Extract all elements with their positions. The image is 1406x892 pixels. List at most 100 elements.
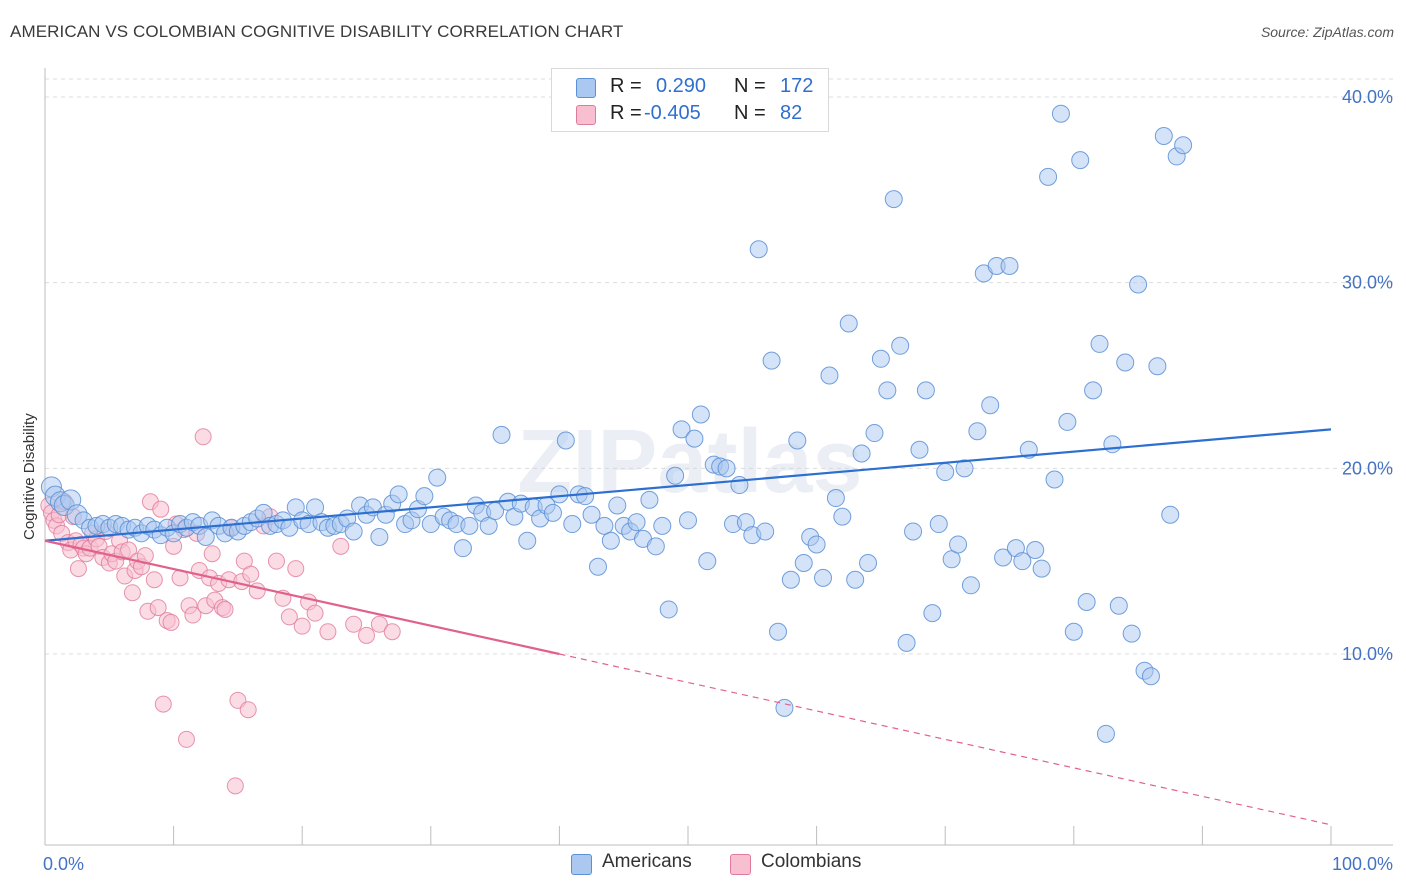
americans-point <box>1161 505 1180 524</box>
colombians-swatch <box>576 105 596 125</box>
colombians-point <box>370 615 388 633</box>
americans-point <box>916 381 935 400</box>
americans-point <box>1122 624 1141 643</box>
americans-point <box>344 522 363 541</box>
americans-points <box>40 104 1193 743</box>
colombians-point <box>293 617 311 635</box>
americans-point <box>846 570 865 589</box>
americans-point <box>556 431 575 450</box>
americans-point <box>865 424 884 443</box>
americans-point <box>460 516 479 535</box>
americans-point <box>646 537 665 556</box>
r-value: -0.405 <box>644 102 701 124</box>
x-tick-label: 100.0% <box>1332 854 1393 874</box>
americans-point <box>1058 412 1077 431</box>
americans-point <box>685 429 704 448</box>
americans-point <box>1039 167 1058 186</box>
colombians-point <box>287 560 305 578</box>
americans-point <box>1032 559 1051 578</box>
y-tick-label: 30.0% <box>1342 273 1393 293</box>
americans-point <box>1148 357 1167 376</box>
americans-point <box>1019 440 1038 459</box>
americans-point <box>196 528 215 547</box>
americans-point <box>608 496 627 515</box>
americans-point <box>389 485 408 504</box>
americans-point <box>653 516 672 535</box>
americans-point <box>640 490 659 509</box>
y-tick-label: 20.0% <box>1342 458 1393 478</box>
americans-point <box>1090 334 1109 353</box>
americans-point <box>543 503 562 522</box>
colombians-point <box>226 777 244 795</box>
colombians-points <box>40 428 401 795</box>
americans-point <box>1141 667 1160 686</box>
americans-point <box>1096 724 1115 743</box>
n-label: N = <box>734 75 766 97</box>
americans-point <box>884 190 903 209</box>
americans-point <box>1000 256 1019 275</box>
americans-point <box>981 396 1000 415</box>
americans-point <box>1071 151 1090 170</box>
colombians-point <box>332 537 350 555</box>
r-label: R = <box>610 102 642 124</box>
r-label: R = <box>610 75 642 97</box>
americans-point <box>769 622 788 641</box>
colombians-point <box>149 599 167 617</box>
colombians-point <box>242 565 260 583</box>
americans-point <box>781 570 800 589</box>
americans-point <box>820 366 839 385</box>
colombians-point <box>345 615 363 633</box>
americans-point <box>492 425 511 444</box>
colombians-point <box>154 695 172 713</box>
americans-point <box>306 498 325 517</box>
americans-point <box>582 505 601 524</box>
americans-point <box>794 554 813 573</box>
americans-swatch <box>571 854 592 875</box>
americans-point <box>1174 136 1193 155</box>
americans-point <box>1064 622 1083 641</box>
colombians-point <box>145 571 163 589</box>
americans-point <box>1077 593 1096 612</box>
americans-point <box>588 557 607 576</box>
americans-trend-line <box>44 428 1332 542</box>
americans-point <box>659 600 678 619</box>
americans-point <box>942 550 961 569</box>
americans-point <box>871 349 890 368</box>
americans-point <box>601 531 620 550</box>
colombians-point <box>123 584 141 602</box>
americans-point <box>839 314 858 333</box>
americans-point <box>994 548 1013 567</box>
colombians-point <box>184 606 202 624</box>
colombians-point <box>319 623 337 641</box>
legend-label-americans: Americans <box>602 851 692 872</box>
americans-swatch <box>576 78 596 98</box>
colombians-swatch <box>730 854 751 875</box>
americans-point <box>1013 552 1032 571</box>
r-value: 0.290 <box>656 75 707 97</box>
colombians-point <box>280 608 298 626</box>
x-tick-label: 0.0% <box>43 854 84 874</box>
americans-point <box>878 381 897 400</box>
colombians-point <box>383 623 401 641</box>
americans-point <box>826 489 845 508</box>
americans-point <box>1084 381 1103 400</box>
colombians-point <box>69 560 87 578</box>
colombians-point <box>194 428 212 446</box>
americans-point <box>679 511 697 530</box>
americans-point <box>666 466 685 485</box>
n-value: 82 <box>780 102 803 124</box>
americans-point <box>955 459 974 478</box>
americans-point <box>961 576 980 595</box>
y-tick-label: 40.0% <box>1342 87 1393 107</box>
americans-point <box>1103 435 1122 454</box>
americans-point <box>1051 104 1070 123</box>
americans-point <box>1109 596 1128 615</box>
americans-point <box>672 420 691 439</box>
americans-point <box>691 405 710 424</box>
colombians-trend-line <box>44 539 560 656</box>
americans-point <box>1045 470 1064 489</box>
colombians-point <box>358 626 375 644</box>
americans-point <box>859 554 878 573</box>
americans-point <box>968 422 987 441</box>
